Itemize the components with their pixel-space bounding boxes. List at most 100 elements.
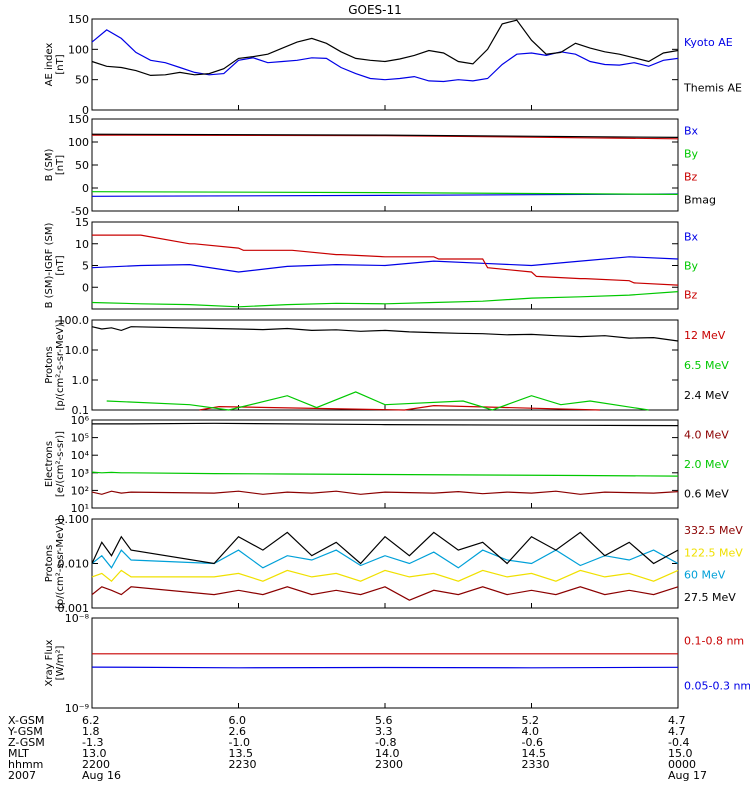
x-axis-row-value: 5.6	[375, 714, 393, 727]
series-line-4-0-mev	[91, 490, 679, 495]
y-tick-label: 0.001	[58, 602, 90, 615]
x-axis-row-value: 2300	[375, 758, 403, 771]
y-axis-label: Protons	[44, 545, 55, 582]
series-line-bmag	[91, 133, 679, 138]
legend-entry: 60 MeV	[684, 569, 726, 582]
y-tick-label: 150	[68, 113, 89, 126]
y-axis-label: B (SM)-IGRF (SM)	[44, 223, 55, 309]
panel-protons_high: 0.001 0.010 0.100 Protons [p/(cm²-s-sr-MeV)]…	[44, 513, 743, 615]
legend-entry: 332.5 MeV	[684, 524, 743, 537]
x-axis-row-value: 1.8	[82, 725, 100, 738]
legend-entry: Bx	[684, 125, 699, 138]
panel-protons_low: 0.1 1.0 10.0 100.0 Protons [p/(cm²-s-sr-MeV)]…	[44, 314, 729, 417]
chart-title: GOES-11	[348, 3, 402, 17]
y-axis-label: B (SM)	[44, 148, 55, 181]
legend-entry: 2.0 MeV	[684, 458, 729, 471]
x-axis-row-value: 6.2	[82, 714, 100, 727]
y-tick-label: -50	[71, 205, 89, 218]
y-tick-label: 0	[82, 182, 89, 195]
panel-frame	[91, 617, 679, 709]
panel-xray: 10⁻⁹ 10⁻⁸ Xray Flux [W/m²] 0.1-0.8 nm 0.05-0.…	[44, 612, 750, 715]
x-axis-row-value: 15.0	[668, 747, 693, 760]
x-axis-row-label: Y-GSM	[7, 725, 43, 738]
x-axis-row-label: Z-GSM	[8, 736, 45, 749]
legend-entry: 6.5 MeV	[684, 359, 729, 372]
y-tick-label: 0.1	[72, 404, 90, 417]
x-axis-row-value: 4.0	[522, 725, 540, 738]
legend-entry: Bz	[684, 289, 698, 302]
legend-entry: Kyoto AE	[684, 36, 733, 49]
series-line-0-6-mev	[92, 422, 679, 427]
series-line-bx	[91, 256, 679, 273]
x-axis-row-value: -1.0	[229, 736, 250, 749]
x-axis-row-value: 4.7	[668, 714, 686, 727]
y-tick-label: 10	[75, 238, 89, 251]
legend-entry: 2.4 MeV	[684, 389, 729, 402]
x-axis-row-label: hhmm	[8, 758, 43, 771]
y-axis-label: [W/m²]	[55, 645, 66, 680]
legend-entry: Bx	[684, 231, 699, 244]
y-axis-label: [nT]	[55, 54, 66, 74]
x-axis-row-value: 14.5	[522, 747, 547, 760]
y-axis-label: [nT]	[55, 255, 66, 275]
series-line-by	[91, 291, 679, 308]
x-axis-row-value: Aug 17	[668, 769, 707, 782]
y-axis-label: [p/(cm²-s-sr-MeV)]	[55, 518, 66, 609]
series-line-2-4-mev	[91, 326, 679, 342]
legend-entry: Bz	[684, 171, 698, 184]
y-tick-label: 10³	[71, 467, 89, 480]
x-axis-row-label: MLT	[8, 747, 29, 760]
x-axis-row-value: 2230	[229, 758, 257, 771]
x-axis-row-value: 5.2	[522, 714, 540, 727]
y-tick-label: 10⁻⁹	[65, 702, 89, 715]
panel-ae: 0 50 100 150 AE index [nT] Kyoto AE Themis AE	[44, 13, 742, 117]
y-tick-label: 10¹	[71, 502, 89, 515]
x-axis-row-label: 2007	[8, 769, 36, 782]
legend-entry: 0.6 MeV	[684, 487, 729, 500]
panel-frame	[91, 319, 679, 411]
series-line-2-0-mev	[91, 471, 679, 477]
x-axis-row-value: 0000	[668, 758, 696, 771]
series-line-122-5-mev	[91, 569, 679, 583]
y-tick-label: 150	[68, 13, 89, 26]
legend-entry: By	[684, 260, 699, 273]
y-tick-label: 50	[75, 74, 89, 87]
x-axis-row-value: 13.5	[229, 747, 254, 760]
series-line-27-5-mev	[91, 531, 679, 565]
y-axis-label: Electrons	[44, 441, 55, 487]
y-tick-label: 100	[68, 43, 89, 56]
y-tick-label: 100.0	[58, 314, 90, 327]
y-axis-label: AE index	[44, 43, 55, 87]
y-tick-label: 0.010	[58, 558, 90, 571]
y-axis-label: [nT]	[55, 155, 66, 175]
y-axis-label: [p/(cm²-s-sr-MeV)]	[55, 319, 66, 410]
x-axis-row-value: 2.6	[229, 725, 247, 738]
legend-entry: Bmag	[684, 194, 716, 207]
series-line-12-mev	[199, 404, 600, 411]
x-axis-row-value: 3.3	[375, 725, 393, 738]
panel-frame	[91, 118, 679, 212]
y-tick-label: 5	[82, 260, 89, 273]
y-tick-label: 10.0	[65, 344, 90, 357]
y-axis-label: Xray Flux	[44, 639, 55, 686]
legend-entry: 12 MeV	[684, 329, 726, 342]
y-tick-label: 10²	[71, 484, 89, 497]
x-axis-row-value: 6.0	[229, 714, 247, 727]
y-axis-label: Protons	[44, 346, 55, 383]
y-tick-label: 10⁻⁸	[65, 612, 90, 625]
y-tick-label: 100	[68, 136, 89, 149]
x-axis-row-label: X-GSM	[8, 714, 44, 727]
y-tick-label: 15	[75, 216, 89, 229]
panel-electrons: 10¹ 10² 10³ 10⁴ 10⁵ 10⁶ Electrons [e/(cm²-s-sr)…	[44, 414, 729, 515]
legend-entry: 0.05-0.3 nm	[684, 680, 750, 693]
panel-b_sm: -50 0 50 100 150 B (SM) [nT] Bx By Bz Bmag	[44, 113, 716, 218]
x-axis-row-value: 2330	[522, 758, 550, 771]
panel-frame	[91, 518, 679, 609]
y-tick-label: 10⁶	[71, 414, 90, 427]
y-axis-label: [e/(cm²-s-sr)]	[55, 431, 66, 497]
panel-b_igrf: 0 5 10 15 B (SM)-IGRF (SM) [nT] Bx By Bz	[44, 216, 699, 310]
series-line-kyoto-ae	[91, 29, 679, 83]
panel-frame	[91, 18, 679, 111]
series-line-60-mev	[91, 549, 679, 569]
